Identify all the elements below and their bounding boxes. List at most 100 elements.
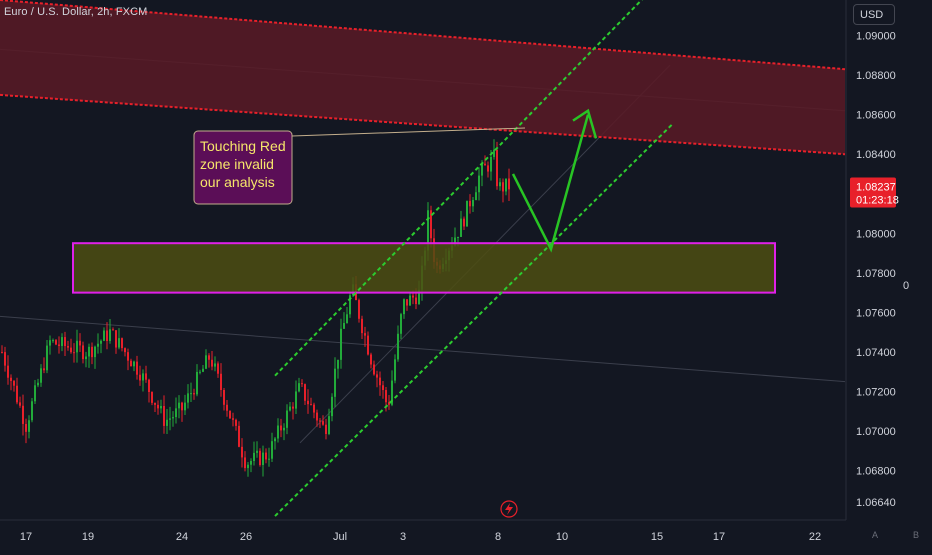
callout-text-line: our analysis <box>200 174 275 190</box>
candle-body <box>313 404 315 413</box>
candle-body <box>505 178 507 192</box>
candle-body <box>184 402 186 411</box>
candle-body <box>160 406 162 409</box>
lightning-icon <box>505 503 513 515</box>
drawings[interactable]: Touching Red zone invalid our analysis <box>72 0 776 518</box>
zero-label: 0 <box>903 280 910 292</box>
candle-body <box>508 178 510 190</box>
last-price-tag <box>850 177 896 208</box>
price-tick-label: 1.09000 <box>856 31 896 43</box>
candles <box>1 139 510 477</box>
candle-body <box>106 330 108 342</box>
candle-body <box>307 400 309 405</box>
time-axis[interactable]: 17 19 24 26 Jul 3 8 10 15 17 22 <box>0 519 846 543</box>
candle-body <box>52 340 54 342</box>
candle-body <box>373 364 375 375</box>
candle-body <box>370 354 372 365</box>
candle-body <box>382 385 384 391</box>
price-axis[interactable]: 1.09000 1.08800 1.08600 1.08400 1.08000 1.078… <box>845 0 932 550</box>
candle-body <box>238 425 240 447</box>
candle-body <box>55 340 57 345</box>
candle-body <box>229 410 231 419</box>
candle-body <box>427 210 429 251</box>
candle-body <box>481 163 483 176</box>
candle-body <box>61 337 63 346</box>
auto-scale-button[interactable]: A <box>871 530 878 540</box>
candle-body <box>40 368 42 383</box>
last-price-label: 1.08237 <box>856 181 896 193</box>
candle-body <box>289 406 291 411</box>
candle-body <box>337 359 339 369</box>
candle-body <box>349 295 351 315</box>
candle-body <box>268 458 270 460</box>
candle-body <box>415 297 417 305</box>
candle-body <box>142 373 144 381</box>
currency-button[interactable]: USD <box>853 4 895 25</box>
candle-body <box>28 420 30 432</box>
candle-body <box>295 391 297 409</box>
candle-body <box>457 236 459 238</box>
candle-body <box>358 300 360 319</box>
candle-body <box>4 352 6 366</box>
candle-body <box>43 368 45 371</box>
candle-body <box>487 165 489 172</box>
candle-body <box>118 338 120 348</box>
price-tick-label: 1.06800 <box>856 466 896 478</box>
candle-body <box>298 383 300 392</box>
candle-body <box>166 419 168 426</box>
candle-body <box>319 420 321 422</box>
candle-body <box>157 404 159 409</box>
callout-text-line: zone invalid <box>200 156 274 172</box>
price-tick-label: 1.06640 <box>856 497 896 509</box>
price-tick-label: 1.07400 <box>856 347 896 359</box>
time-tick-label: 3 <box>400 531 406 543</box>
log-scale-button[interactable]: B <box>912 530 919 540</box>
price-tick-label: 1.08000 <box>856 228 896 240</box>
candle-body <box>19 402 21 406</box>
time-tick-label: 10 <box>556 531 568 543</box>
candle-body <box>346 314 348 324</box>
time-tick-label: 24 <box>176 531 188 543</box>
candle-body <box>46 345 48 371</box>
candle-body <box>376 374 378 378</box>
candle-body <box>154 402 156 405</box>
candle-body <box>175 408 177 418</box>
candle-body <box>223 389 225 405</box>
channel-lower-line <box>274 123 673 517</box>
price-tick-label: 1.08800 <box>856 70 896 82</box>
candle-body <box>502 182 504 192</box>
candle-body <box>469 200 471 207</box>
candle-body <box>331 396 333 417</box>
candle-body <box>100 340 102 344</box>
price-axis-background <box>846 0 932 550</box>
candle-body <box>124 348 126 353</box>
candle-body <box>67 346 69 348</box>
candle-body <box>274 438 276 442</box>
candle-body <box>463 218 465 227</box>
candle-body <box>220 373 222 390</box>
candle-body <box>88 346 90 357</box>
candle-body <box>241 446 243 458</box>
candle-body <box>478 175 480 193</box>
candle-body <box>475 192 477 200</box>
candle-body <box>328 416 330 434</box>
candle-body <box>16 385 18 403</box>
time-tick-label: 15 <box>651 531 663 543</box>
candle-body <box>148 379 150 393</box>
candle-body <box>115 330 117 348</box>
candle-body <box>31 401 33 421</box>
candle-body <box>316 412 318 421</box>
candle-body <box>292 406 294 409</box>
time-tick-label: 8 <box>495 531 501 543</box>
candle-body <box>280 425 282 431</box>
candle-body <box>151 392 153 403</box>
candle-body <box>235 419 237 426</box>
candle-body <box>79 340 81 346</box>
red-zone-bottom-line <box>0 93 846 156</box>
candle-body <box>217 363 219 374</box>
candle-body <box>391 380 393 405</box>
callout-pointer <box>291 127 526 137</box>
candle-body <box>121 338 123 349</box>
